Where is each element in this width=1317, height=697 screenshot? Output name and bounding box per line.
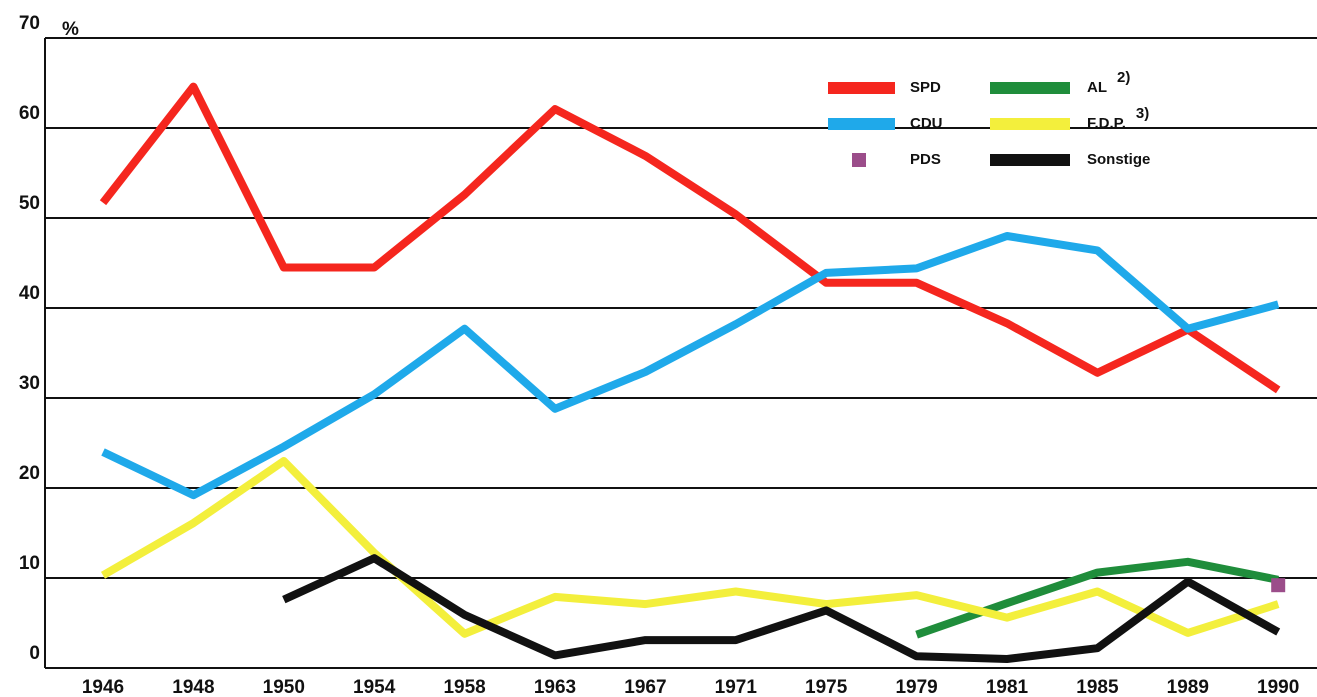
legend-label: AL [1087,79,1107,96]
line-series [282,554,1281,663]
y-tick-label: 20 [19,463,40,484]
line-series [101,232,1280,500]
y-tick-label: 30 [19,373,40,394]
legend-swatch [990,118,1070,130]
legend-swatch [828,82,895,94]
x-tick-label: 1989 [1167,677,1209,697]
x-tick-label: 1946 [82,677,124,697]
x-tick-label: 1985 [1076,677,1119,697]
legend-item: AL 2) [990,69,1130,96]
legend-item: PDS [852,151,941,168]
legend-label: PDS [910,151,941,168]
legend-item: F.D.P. 3) [990,105,1149,132]
x-tick-label: 1948 [172,677,214,697]
x-tick-label: 1958 [443,677,485,697]
x-tick-label: 1967 [624,677,666,697]
legend-label: SPD [910,79,941,96]
legend-swatch [990,82,1070,94]
legend-swatch [990,154,1070,166]
y-tick-label: 60 [19,103,40,124]
x-tick-label: 1963 [534,677,576,697]
legend-item: Sonstige [990,151,1150,168]
x-tick-label: 1975 [805,677,848,697]
legend-item: CDU [828,115,943,132]
line-series [99,82,1281,394]
legend-label: F.D.P. [1087,115,1126,132]
y-tick-label: 10 [19,553,40,574]
x-tick-label: 1954 [353,677,396,697]
legend-label: Sonstige [1087,151,1150,168]
y-tick-label: 40 [19,283,40,304]
legend-swatch [852,153,866,167]
legend-swatch [828,118,895,130]
x-tick-label: 1979 [895,677,937,697]
point-marker [1271,578,1286,593]
legend-label: CDU [910,115,943,132]
x-tick-label: 1990 [1257,677,1299,697]
y-unit: % [62,19,79,40]
x-tick-label: 1950 [263,677,305,697]
line-series [100,457,1280,638]
legend-note: 2) [1117,69,1130,86]
y-tick-label: 50 [19,193,40,214]
y-tick-label: 0 [29,643,40,664]
y-tick-label: 70 [19,13,40,34]
x-tick-label: 1981 [986,677,1029,697]
legend-item: SPD [828,79,941,96]
legend-note: 3) [1136,105,1149,122]
x-tick-label: 1971 [715,677,758,697]
